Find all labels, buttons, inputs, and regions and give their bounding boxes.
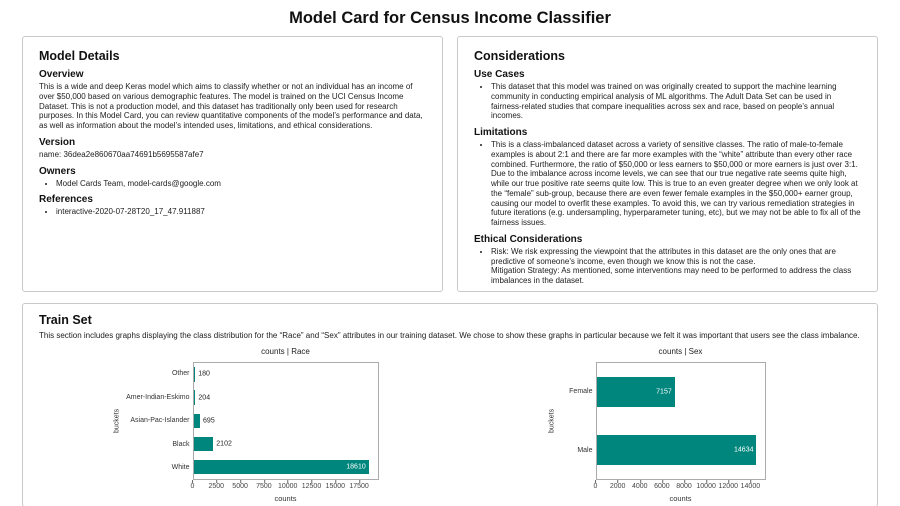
x-tick-label: 2000: [610, 479, 625, 490]
category-label: Other: [171, 370, 190, 378]
x-tick-label: 10000: [278, 479, 297, 490]
bar: [193, 413, 201, 428]
category-label: Female: [569, 387, 593, 395]
bar: [193, 390, 196, 405]
owners-heading: Owners: [39, 165, 76, 177]
category-label: Amer-Indian-Eskimo: [126, 393, 190, 401]
train-set-description: This section includes graphs displaying …: [39, 331, 860, 340]
x-tick-label: 12000: [719, 479, 738, 490]
race-chart-ylabel: buckets: [113, 408, 120, 433]
x-tick-label: 10000: [696, 479, 716, 490]
x-tick-label: 6000: [654, 479, 670, 490]
top-cards-row: Model Details Overview This is a wide an…: [0, 36, 900, 292]
race-chart-column: buckets Other Amer-Indian-Eskimo Asian-Pac…: [39, 347, 450, 503]
bar: [193, 367, 196, 382]
bar: [193, 436, 214, 452]
x-tick-label: 17500: [349, 479, 369, 490]
limitations-list: This is a class-imbalanced dataset acros…: [474, 140, 861, 228]
value-label: 180: [198, 370, 210, 378]
bar-row: 14634: [596, 421, 765, 479]
x-tick-label: 14000: [741, 479, 760, 490]
value-label: 204: [198, 394, 211, 402]
value-label: 7157: [656, 388, 672, 396]
version-heading: Version: [39, 136, 76, 148]
category-label: Black: [172, 440, 190, 448]
race-distribution-chart: buckets Other Amer-Indian-Eskimo Asian-Pac…: [111, 347, 379, 503]
sex-chart-xaxis: 0 2000 4000 6000 8000 10000 12000 14000: [594, 479, 766, 493]
ethical-list: Risk: We risk expressing the viewpoint t…: [474, 247, 861, 286]
bar-row: 18610: [193, 456, 378, 479]
bar-row: 204: [193, 386, 378, 409]
use-cases-list: This dataset that this model was trained…: [474, 82, 861, 121]
model-details-title: Model Details: [39, 49, 120, 63]
bar: [193, 459, 369, 475]
category-label: Male: [577, 446, 593, 454]
model-details-card: Model Details Overview This is a wide an…: [22, 36, 443, 292]
category-label: Asian-Pac-Islander: [130, 417, 190, 425]
sex-chart-column: buckets Female Male counts | Sex 7157 1463…: [450, 347, 861, 503]
owner-item: Model Cards Team, model-cards@google.com: [56, 179, 426, 189]
x-tick-label: 4000: [632, 479, 648, 490]
race-chart-xlabel: counts: [274, 493, 297, 503]
bar-row: 2102: [193, 432, 378, 455]
bar: [596, 376, 675, 407]
bar-row: 180: [193, 363, 378, 386]
race-chart-xaxis: 0 2500 5000 7500 10000 12500 15000 17500: [191, 479, 379, 493]
value-label: 695: [203, 417, 215, 425]
considerations-card: Considerations Use Cases This dataset th…: [457, 36, 878, 292]
sex-chart-plot-area: counts | Sex 7157 14634 0 2000 4000 6000 8000…: [594, 346, 766, 503]
references-list: interactive-2020-07-28T20_17_47.911887: [39, 207, 426, 217]
train-set-title: Train Set: [39, 313, 92, 327]
x-tick-label: 2500: [209, 479, 224, 490]
x-tick-label: 7500: [256, 479, 272, 490]
bar-row: 695: [193, 409, 378, 432]
value-label: 2102: [216, 440, 232, 448]
sex-chart-ylabel: buckets: [548, 408, 555, 433]
page-title: Model Card for Census Income Classifier: [289, 9, 611, 27]
use-cases-heading: Use Cases: [474, 69, 525, 80]
sex-chart-plot: 7157 14634: [595, 361, 766, 480]
overview-heading: Overview: [39, 69, 84, 80]
race-chart-category-labels: Other Amer-Indian-Eskimo Asian-Pac-Islande…: [123, 362, 193, 480]
owners-list: Model Cards Team, model-cards@google.com: [39, 179, 426, 189]
charts-row: buckets Other Amer-Indian-Eskimo Asian-Pac…: [39, 347, 861, 503]
overview-text: This is a wide and deep Keras model whic…: [39, 82, 423, 130]
ethical-mitigation-text: Mitigation Strategy: As mentioned, some …: [491, 266, 852, 285]
ethical-risk-text: Risk: We risk expressing the viewpoint t…: [491, 246, 836, 266]
x-tick-label: 12500: [302, 479, 321, 490]
reference-item: interactive-2020-07-28T20_17_47.911887: [56, 207, 426, 217]
sex-distribution-chart: buckets Female Male counts | Sex 7157 1463…: [546, 347, 766, 503]
bar: [596, 434, 757, 465]
x-tick-label: 0: [191, 479, 194, 490]
race-chart-plot-area: counts | Race 180 204 695 2102 18610 0 2500 50…: [191, 346, 379, 503]
race-chart-plot: 180 204 695 2102 18610: [192, 361, 379, 480]
x-tick-label: 15000: [326, 479, 345, 490]
sex-chart-category-labels: Female Male: [558, 362, 596, 480]
limitations-heading: Limitations: [474, 127, 528, 138]
limitation-item: This is a class-imbalanced dataset acros…: [491, 140, 861, 228]
references-heading: References: [39, 194, 93, 206]
x-tick-label: 0: [594, 479, 597, 490]
race-chart-title: counts | Race: [261, 346, 310, 356]
x-tick-label: 5000: [232, 479, 248, 490]
ethical-item: Risk: We risk expressing the viewpoint t…: [491, 247, 861, 286]
bar-row: 7157: [596, 363, 765, 421]
sex-chart-xlabel: counts: [669, 493, 692, 503]
considerations-title: Considerations: [474, 49, 565, 63]
value-label: 18610: [346, 463, 366, 471]
use-case-item: This dataset that this model was trained…: [491, 82, 861, 121]
category-label: White: [171, 464, 190, 472]
x-tick-label: 8000: [676, 479, 692, 490]
train-set-card: Train Set This section includes graphs d…: [22, 303, 878, 506]
ethical-heading: Ethical Considerations: [474, 233, 583, 245]
sex-chart-title: counts | Sex: [658, 346, 703, 356]
version-text: name: 36dea2e860670aa74691b5695587afe7: [39, 149, 204, 159]
value-label: 14634: [734, 446, 754, 454]
